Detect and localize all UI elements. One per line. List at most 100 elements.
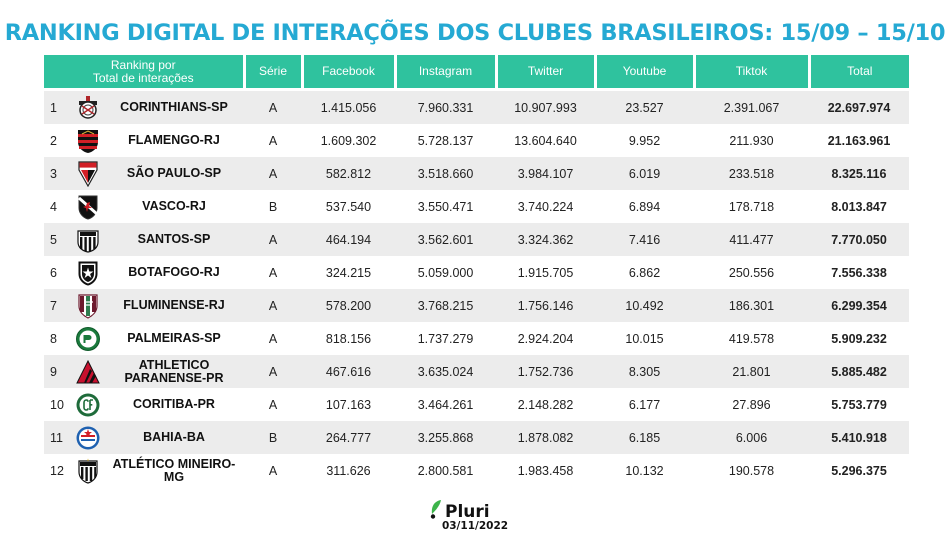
rank-position: 6 [50, 265, 57, 280]
youtube-cell: 8.305 [595, 355, 694, 388]
total-cell: 5.753.779 [809, 388, 909, 421]
twitter-cell: 3.984.107 [496, 157, 595, 190]
tiktok-cell: 2.391.067 [694, 89, 809, 124]
instagram-cell: 1.737.279 [395, 322, 496, 355]
table-row: 3 SÃO PAULO-SP A 582.812 3.518.660 3.984.107 6… [44, 157, 909, 190]
table-row: 4 VASCO-RJ B 537.540 3.550.471 3.740.224 6.894… [44, 190, 909, 223]
facebook-cell: 578.200 [302, 289, 395, 322]
serie-cell: A [244, 388, 302, 421]
club-cell: 4 VASCO-RJ [44, 190, 244, 223]
rank-position: 12 [50, 463, 64, 478]
instagram-cell: 3.464.261 [395, 388, 496, 421]
table-row: 7 FLUMINENSE-RJ A 578.200 3.768.215 1.756.146… [44, 289, 909, 322]
brand-name: Pluri [445, 501, 490, 522]
twitter-cell: 10.907.993 [496, 89, 595, 124]
facebook-cell: 311.626 [302, 454, 395, 487]
rank-position: 11 [50, 430, 63, 445]
facebook-cell: 537.540 [302, 190, 395, 223]
athletico-crest-icon [72, 359, 104, 385]
club-cell: 2 FLAMENGO-RJ [44, 124, 244, 157]
instagram-cell: 5.728.137 [395, 124, 496, 157]
table-row: 6 BOTAFOGO-RJ A 324.215 5.059.000 1.915.705 6.… [44, 256, 909, 289]
twitter-cell: 3.740.224 [496, 190, 595, 223]
table-row: 1 CORINTHIANS-SP A 1.415.056 7.960.331 10.907… [44, 89, 909, 124]
serie-cell: A [244, 124, 302, 157]
club-name: BOTAFOGO-RJ [128, 265, 220, 279]
rank-position: 4 [50, 199, 57, 214]
tiktok-cell: 186.301 [694, 289, 809, 322]
club-cell: 12 ATLÉTICO MINEIRO-MG [44, 454, 244, 487]
facebook-cell: 582.812 [302, 157, 395, 190]
report-date: 03/11/2022 [441, 520, 509, 532]
club-name: PALMEIRAS-SP [127, 331, 221, 345]
total-cell: 8.325.116 [809, 157, 909, 190]
club-name: CORITIBA-PR [133, 397, 215, 411]
youtube-cell: 6.019 [595, 157, 694, 190]
twitter-cell: 2.924.204 [496, 322, 595, 355]
facebook-cell: 1.609.302 [302, 124, 395, 157]
club-name: SÃO PAULO-SP [126, 166, 222, 180]
serie-cell: B [244, 421, 302, 454]
header-instagram: Instagram [395, 55, 498, 91]
club-name: FLAMENGO-RJ [128, 133, 220, 147]
facebook-cell: 264.777 [302, 421, 395, 454]
instagram-cell: 3.518.660 [395, 157, 496, 190]
tiktok-cell: 250.556 [694, 256, 809, 289]
coritiba-crest-icon [72, 392, 104, 418]
youtube-cell: 6.185 [595, 421, 694, 454]
club-name: FLUMINENSE-RJ [123, 298, 225, 312]
twitter-cell: 1.878.082 [496, 421, 595, 454]
table-row: 2 FLAMENGO-RJ A 1.609.302 5.728.137 13.604.64… [44, 124, 909, 157]
table-row: 12 ATLÉTICO MINEIRO-MG A 311.626 2.800.581 1.… [44, 454, 909, 487]
club-name: CORINTHIANS-SP [120, 100, 228, 114]
total-cell: 8.013.847 [809, 190, 909, 223]
rank-position: 8 [50, 331, 57, 346]
header-ranking: Ranking por Total de interações [44, 55, 246, 91]
facebook-cell: 464.194 [302, 223, 395, 256]
youtube-cell: 10.132 [595, 454, 694, 487]
club-cell: 3 SÃO PAULO-SP [44, 157, 244, 190]
club-name: SANTOS-SP [137, 232, 211, 246]
total-cell: 5.909.232 [809, 322, 909, 355]
facebook-cell: 467.616 [302, 355, 395, 388]
rank-position: 2 [50, 133, 57, 148]
rank-position: 7 [50, 298, 57, 313]
tiktok-cell: 27.896 [694, 388, 809, 421]
tiktok-cell: 6.006 [694, 421, 809, 454]
pluri-brand: Pluri [430, 499, 490, 524]
bahia-crest-icon [72, 425, 104, 451]
youtube-cell: 10.015 [595, 322, 694, 355]
total-cell: 21.163.961 [809, 124, 909, 157]
serie-cell: A [244, 256, 302, 289]
facebook-cell: 107.163 [302, 388, 395, 421]
total-cell: 5.410.918 [809, 421, 909, 454]
corinthians-crest-icon [72, 95, 104, 121]
total-cell: 7.556.338 [809, 256, 909, 289]
club-cell: 9 ATHLETICO PARANENSE-PR [44, 355, 244, 388]
instagram-cell: 3.562.601 [395, 223, 496, 256]
twitter-cell: 1.756.146 [496, 289, 595, 322]
club-name: VASCO-RJ [142, 199, 206, 213]
total-cell: 6.299.354 [809, 289, 909, 322]
club-cell: 5 SANTOS-SP [44, 223, 244, 256]
header-ranking-line1: Ranking por [110, 57, 176, 72]
rank-position: 1 [50, 100, 57, 115]
youtube-cell: 6.177 [595, 388, 694, 421]
header-serie: Série [244, 55, 304, 91]
instagram-cell: 3.768.215 [395, 289, 496, 322]
twitter-cell: 1.752.736 [496, 355, 595, 388]
atletico-mg-crest-icon [72, 458, 104, 484]
twitter-cell: 1.983.458 [496, 454, 595, 487]
pluri-logo-icon [430, 499, 442, 524]
tiktok-cell: 178.718 [694, 190, 809, 223]
table-row: 5 SANTOS-SP A 464.194 3.562.601 3.324.362 7.41… [44, 223, 909, 256]
youtube-cell: 9.952 [595, 124, 694, 157]
botafogo-crest-icon [72, 260, 104, 286]
table-row: 9 ATHLETICO PARANENSE-PR A 467.616 3.635.024… [44, 355, 909, 388]
tiktok-cell: 190.578 [694, 454, 809, 487]
table-header-row: Ranking por Total de interações Série Fa… [44, 55, 909, 91]
club-cell: 7 FLUMINENSE-RJ [44, 289, 244, 322]
club-cell: 8 PALMEIRAS-SP [44, 322, 244, 355]
sao-paulo-crest-icon [72, 160, 104, 187]
twitter-cell: 1.915.705 [496, 256, 595, 289]
